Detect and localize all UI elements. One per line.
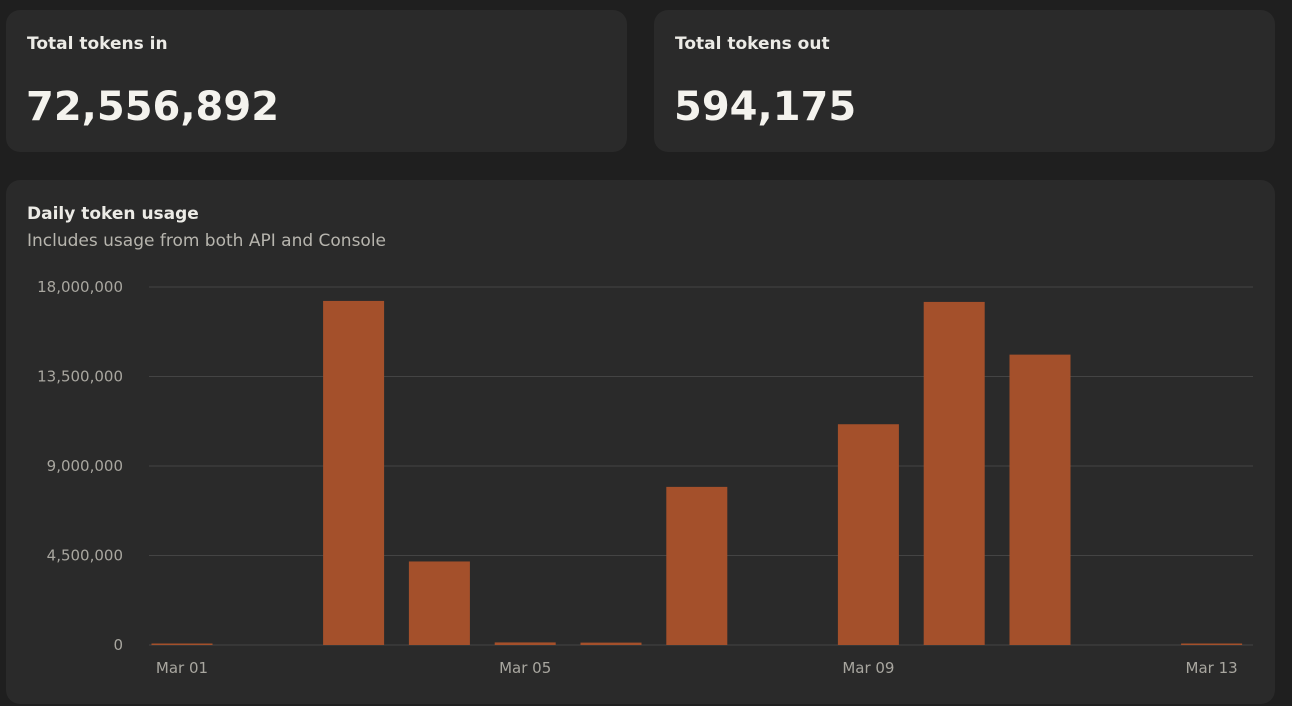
x-tick-label: Mar 05 (499, 659, 551, 677)
chart-title: Daily token usage (27, 204, 199, 224)
x-tick-label: Mar 09 (842, 659, 894, 677)
tokens-in-label: Total tokens in (27, 34, 168, 54)
daily-usage-chart: 0 4,500,000 9,000,000 13,500,000 18,000,000 M… (37, 278, 1253, 677)
y-tick-label: 4,500,000 (47, 547, 123, 565)
x-tick-label: Mar 01 (156, 659, 208, 677)
bar-mar-03[interactable] (323, 300, 385, 645)
y-tick-label: 9,000,000 (47, 457, 123, 475)
tokens-out-card: Total tokens out 594,175 (654, 10, 1275, 152)
tokens-in-value: 72,556,892 (26, 84, 280, 130)
bar-mar-05[interactable] (494, 642, 556, 645)
tokens-in-card: Total tokens in 72,556,892 (6, 10, 627, 152)
bar-mar-01[interactable] (151, 643, 213, 646)
bar-mar-06[interactable] (580, 642, 642, 645)
chart-subtitle: Includes usage from both API and Console (27, 231, 387, 251)
y-tick-label: 0 (113, 636, 123, 654)
y-tick-label: 13,500,000 (37, 368, 123, 386)
tokens-out-label: Total tokens out (675, 34, 830, 54)
daily-usage-chart-card: Daily token usage Includes usage from bo… (6, 180, 1275, 704)
bar-mar-09[interactable] (837, 424, 899, 645)
x-tick-label: Mar 13 (1186, 659, 1238, 677)
y-tick-label: 18,000,000 (37, 278, 123, 296)
bar-mar-07[interactable] (666, 486, 728, 645)
tokens-out-value: 594,175 (674, 84, 857, 130)
bar-mar-13[interactable] (1181, 643, 1243, 646)
bar-mar-04[interactable] (408, 561, 470, 645)
bar-mar-10[interactable] (923, 301, 985, 645)
bar-mar-11[interactable] (1009, 354, 1071, 645)
